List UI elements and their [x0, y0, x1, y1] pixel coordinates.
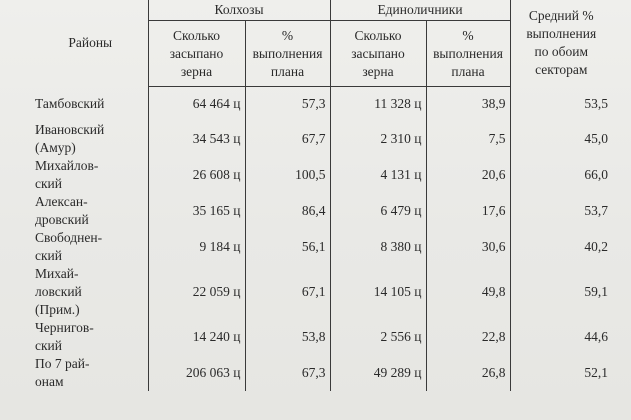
- header-kolkhoz-grain: Сколько засыпано зерна: [147, 20, 245, 87]
- individual-pct-cell: 26,8: [425, 354, 510, 391]
- individual-grain-cell: 6 479 ц: [329, 192, 426, 229]
- header-average: Средний % выполнения по обоим секторам: [509, 0, 612, 87]
- header-region: Районы: [68, 35, 113, 51]
- average-cell: 66,0: [509, 156, 612, 193]
- region-cell: Тамбовский: [35, 95, 105, 111]
- kolkhoz-grain-cell: 34 543 ц: [147, 120, 245, 157]
- average-cell: 53,5: [509, 86, 612, 121]
- region-cell: Михай- ловский (Прим.): [35, 265, 82, 317]
- table-row: Михайлов- ский 26 608 ц 100,5 4 131 ц 20,6 66…: [33, 156, 612, 193]
- individual-pct-cell: 22,8: [425, 318, 510, 355]
- individual-pct-cell: 20,6: [425, 156, 510, 193]
- table-row: Чернигов- ский 14 240 ц 53,8 2 556 ц 22,8 44,…: [33, 318, 612, 355]
- individual-pct-cell: 49,8: [425, 264, 510, 319]
- region-cell: Ивановский (Амур): [35, 121, 105, 155]
- individual-grain-cell: 4 131 ц: [329, 156, 426, 193]
- average-cell: 44,6: [509, 318, 612, 355]
- average-cell: 59,1: [509, 264, 612, 319]
- header-individual-grain: Сколько засыпано зерна: [329, 20, 426, 87]
- kolkhoz-grain-cell: 206 063 ц: [147, 354, 245, 391]
- region-cell: По 7 рай- онам: [35, 355, 90, 389]
- kolkhoz-pct-cell: 67,7: [244, 120, 330, 157]
- kolkhoz-grain-cell: 14 240 ц: [147, 318, 245, 355]
- header-individual: Единоличники: [329, 0, 510, 21]
- average-cell: 52,1: [509, 354, 612, 391]
- kolkhoz-pct-cell: 100,5: [244, 156, 330, 193]
- region-cell: Михайлов- ский: [35, 157, 99, 191]
- kolkhoz-pct-cell: 57,3: [244, 86, 330, 121]
- individual-grain-cell: 14 105 ц: [329, 264, 426, 319]
- kolkhoz-grain-cell: 26 608 ц: [147, 156, 245, 193]
- table-row: По 7 рай- онам 206 063 ц 67,3 49 289 ц 26,8 5…: [33, 354, 612, 391]
- individual-grain-cell: 49 289 ц: [329, 354, 426, 391]
- table-row: Алексан- дровский 35 165 ц 86,4 6 479 ц 17,6…: [33, 192, 612, 229]
- individual-grain-cell: 2 310 ц: [329, 120, 426, 157]
- individual-pct-cell: 38,9: [425, 86, 510, 121]
- kolkhoz-grain-cell: 9 184 ц: [147, 228, 245, 265]
- header-individual-pct: % выполнения плана: [425, 20, 510, 87]
- region-cell: Свободнен- ский: [35, 229, 103, 263]
- individual-pct-cell: 30,6: [425, 228, 510, 265]
- kolkhoz-pct-cell: 53,8: [244, 318, 330, 355]
- header-kolkhoz: Колхозы: [147, 0, 330, 21]
- kolkhoz-grain-cell: 22 059 ц: [147, 264, 245, 319]
- header-kolkhoz-pct: % выполнения плана: [244, 20, 330, 87]
- table-row: Свободнен- ский 9 184 ц 56,1 8 380 ц 30,6 40,…: [33, 228, 612, 265]
- average-cell: 45,0: [509, 120, 612, 157]
- table-row: Ивановский (Амур) 34 543 ц 67,7 2 310 ц 7,5 4…: [33, 120, 612, 157]
- kolkhoz-grain-cell: 64 464 ц: [147, 86, 245, 121]
- individual-pct-cell: 17,6: [425, 192, 510, 229]
- grain-table: Районы Колхозы Единоличники Средний % вы…: [33, 0, 612, 391]
- kolkhoz-pct-cell: 67,1: [244, 264, 330, 319]
- kolkhoz-pct-cell: 67,3: [244, 354, 330, 391]
- kolkhoz-pct-cell: 86,4: [244, 192, 330, 229]
- individual-grain-cell: 11 328 ц: [329, 86, 426, 121]
- individual-grain-cell: 2 556 ц: [329, 318, 426, 355]
- region-cell: Алексан- дровский: [35, 193, 89, 227]
- kolkhoz-pct-cell: 56,1: [244, 228, 330, 265]
- average-cell: 53,7: [509, 192, 612, 229]
- region-cell: Чернигов- ский: [35, 319, 94, 353]
- table-row: Тамбовский 64 464 ц 57,3 11 328 ц 38,9 53,5: [33, 86, 612, 121]
- table-row: Михай- ловский (Прим.) 22 059 ц 67,1 14 105…: [33, 264, 612, 319]
- individual-grain-cell: 8 380 ц: [329, 228, 426, 265]
- average-cell: 40,2: [509, 228, 612, 265]
- kolkhoz-grain-cell: 35 165 ц: [147, 192, 245, 229]
- individual-pct-cell: 7,5: [425, 120, 510, 157]
